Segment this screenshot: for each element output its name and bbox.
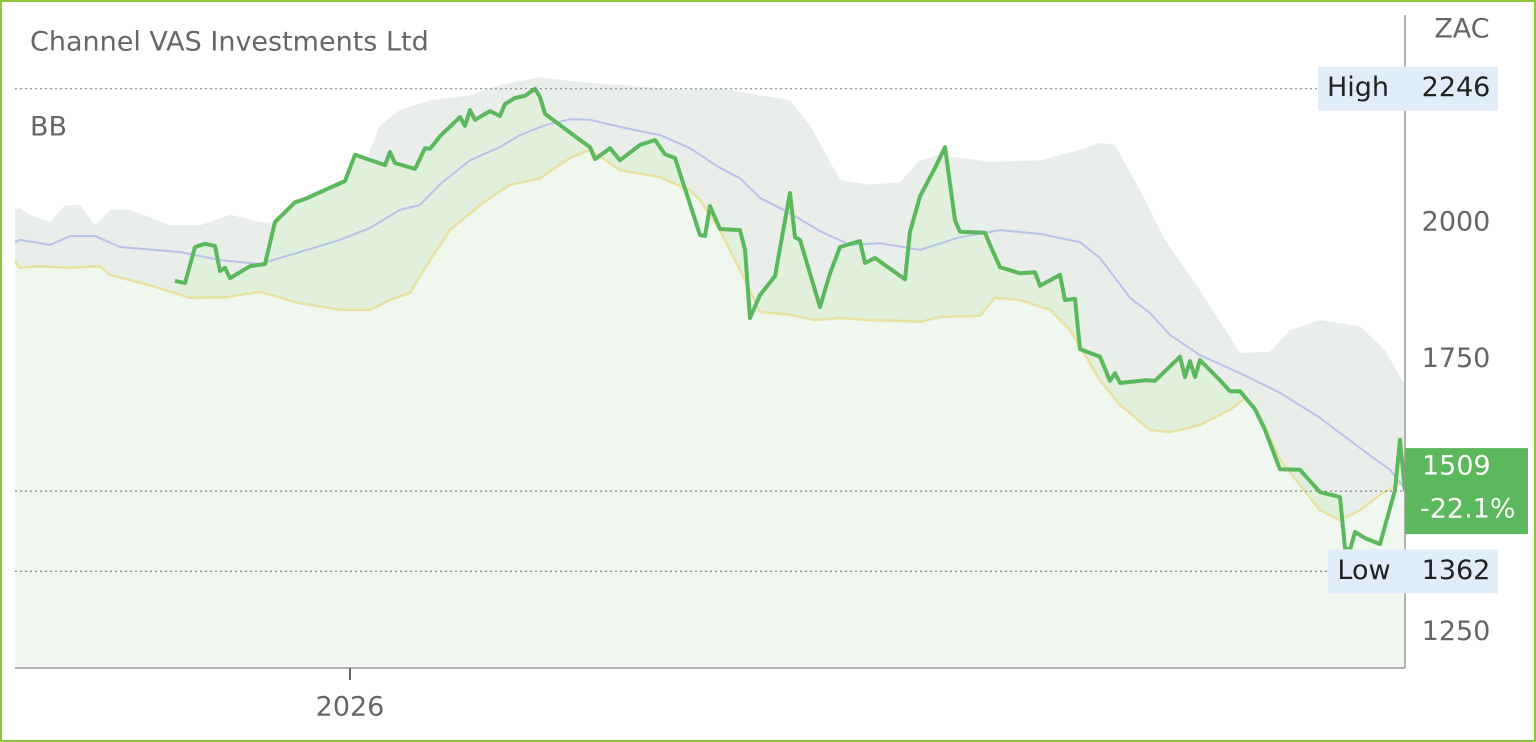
high-label: High <box>1327 72 1389 103</box>
low-value: 1362 <box>1422 555 1491 586</box>
last-price-change: -22.1% <box>1420 494 1516 525</box>
high-value: 2246 <box>1422 72 1491 103</box>
low-label: Low <box>1337 555 1390 586</box>
price-line <box>174 86 1407 553</box>
bb-lower-area <box>15 149 1405 668</box>
plot-area <box>14 77 1407 668</box>
last-price-box <box>1405 448 1528 535</box>
currency-label: ZAC <box>1434 14 1489 45</box>
high-label-box <box>1318 66 1498 111</box>
last-price-value: 1509 <box>1422 451 1491 482</box>
chart-title: Channel VAS Investments Ltd <box>30 27 429 58</box>
indicator-label: BB <box>30 112 67 143</box>
y-tick-label: 2000 <box>1422 207 1491 238</box>
bb-middle-line <box>14 118 1406 490</box>
y-tick-label: 1250 <box>1422 616 1491 647</box>
x-tick-label: 2026 <box>316 692 385 723</box>
low-label-box <box>1328 549 1498 594</box>
y-tick-label: 1750 <box>1422 343 1491 374</box>
